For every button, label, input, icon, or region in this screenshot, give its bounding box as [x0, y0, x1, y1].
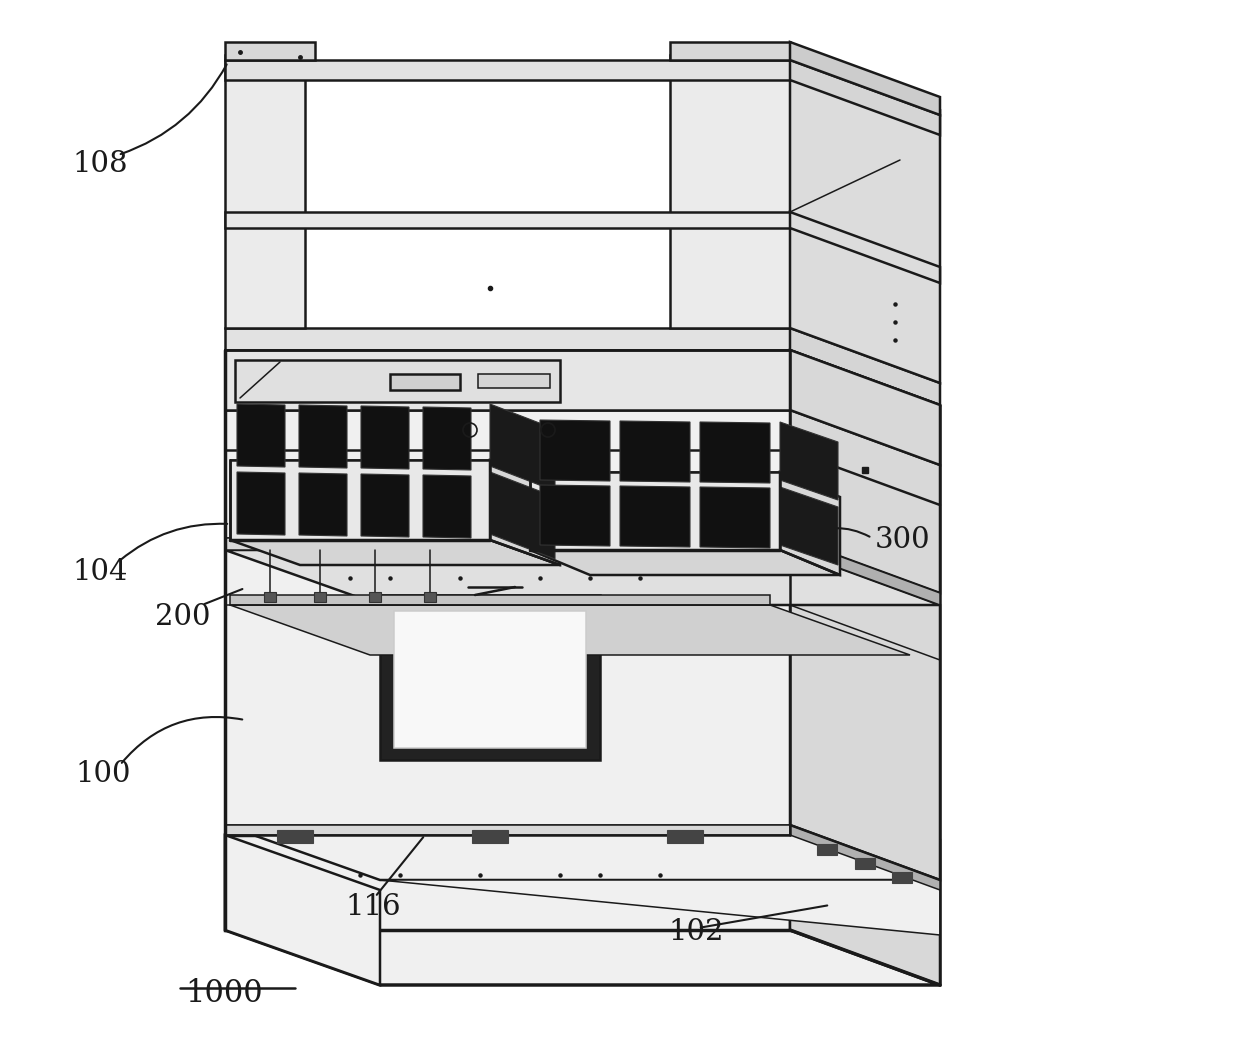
Polygon shape — [229, 540, 560, 565]
Polygon shape — [790, 55, 940, 383]
Polygon shape — [229, 605, 910, 655]
Polygon shape — [670, 42, 790, 60]
Polygon shape — [780, 487, 838, 565]
Polygon shape — [790, 60, 940, 135]
Polygon shape — [224, 350, 790, 410]
Polygon shape — [620, 421, 689, 482]
Polygon shape — [620, 486, 689, 547]
Polygon shape — [490, 472, 556, 559]
Polygon shape — [237, 472, 285, 536]
Polygon shape — [314, 592, 326, 602]
Polygon shape — [490, 460, 560, 565]
Polygon shape — [529, 472, 839, 497]
Polygon shape — [490, 404, 556, 491]
Polygon shape — [224, 60, 790, 80]
Polygon shape — [224, 42, 315, 60]
Polygon shape — [224, 410, 790, 538]
Polygon shape — [472, 830, 508, 843]
Polygon shape — [780, 472, 839, 575]
Polygon shape — [701, 422, 770, 483]
Polygon shape — [424, 592, 436, 602]
Polygon shape — [539, 485, 610, 546]
Polygon shape — [892, 872, 911, 883]
Polygon shape — [670, 55, 790, 328]
Polygon shape — [224, 550, 790, 825]
Text: 104: 104 — [72, 558, 128, 586]
Polygon shape — [790, 550, 940, 880]
Text: 1000: 1000 — [185, 978, 263, 1009]
Polygon shape — [224, 835, 790, 930]
Polygon shape — [394, 611, 587, 748]
Polygon shape — [224, 825, 940, 880]
Polygon shape — [667, 830, 703, 843]
Polygon shape — [477, 374, 551, 388]
Text: 300: 300 — [875, 526, 931, 554]
Polygon shape — [391, 374, 460, 390]
Polygon shape — [379, 595, 600, 760]
Polygon shape — [236, 360, 560, 402]
Text: 100: 100 — [74, 760, 130, 788]
Text: 116: 116 — [345, 892, 401, 921]
Polygon shape — [229, 595, 770, 605]
Polygon shape — [229, 460, 560, 485]
Text: 200: 200 — [155, 603, 211, 631]
Polygon shape — [299, 472, 347, 536]
Polygon shape — [237, 404, 285, 467]
Polygon shape — [856, 858, 875, 869]
Polygon shape — [790, 835, 940, 985]
Polygon shape — [361, 406, 409, 469]
Polygon shape — [224, 825, 790, 835]
Polygon shape — [780, 422, 838, 500]
Polygon shape — [361, 474, 409, 537]
Polygon shape — [379, 880, 940, 934]
Polygon shape — [277, 830, 312, 843]
Polygon shape — [790, 328, 940, 405]
Polygon shape — [370, 592, 381, 602]
Polygon shape — [790, 410, 940, 593]
Polygon shape — [529, 550, 839, 575]
Polygon shape — [529, 472, 780, 550]
Text: 108: 108 — [72, 150, 128, 178]
Polygon shape — [701, 487, 770, 548]
Polygon shape — [423, 475, 471, 538]
Polygon shape — [229, 460, 490, 540]
Polygon shape — [224, 835, 379, 985]
Polygon shape — [790, 212, 940, 284]
Polygon shape — [790, 350, 940, 465]
Polygon shape — [539, 420, 610, 481]
Polygon shape — [264, 592, 277, 602]
Polygon shape — [224, 212, 790, 228]
Polygon shape — [817, 844, 837, 855]
Polygon shape — [790, 825, 940, 890]
Polygon shape — [790, 350, 940, 985]
Polygon shape — [224, 930, 940, 985]
Polygon shape — [224, 538, 790, 550]
Polygon shape — [423, 407, 471, 470]
Polygon shape — [224, 328, 790, 350]
Text: 102: 102 — [668, 918, 723, 946]
Polygon shape — [299, 405, 347, 468]
Polygon shape — [224, 55, 305, 328]
Polygon shape — [224, 550, 940, 605]
Polygon shape — [790, 538, 940, 605]
Polygon shape — [790, 42, 940, 116]
